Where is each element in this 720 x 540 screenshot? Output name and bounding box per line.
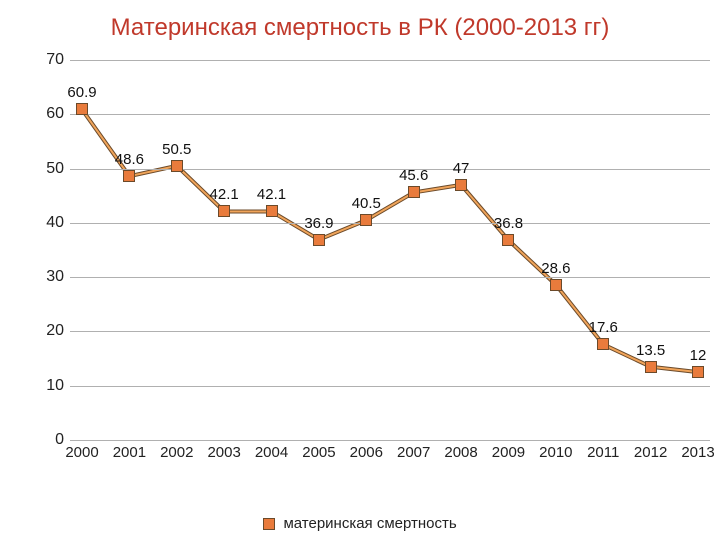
x-tick-label: 2007 (397, 444, 430, 461)
data-marker (266, 205, 278, 217)
legend: материнская смертность (0, 515, 720, 532)
data-marker (76, 103, 88, 115)
value-label: 47 (453, 160, 470, 177)
y-tick-label: 10 (36, 377, 64, 395)
x-tick-label: 2003 (207, 444, 240, 461)
x-tick-label: 2002 (160, 444, 193, 461)
value-label: 42.1 (210, 186, 239, 203)
gridline (70, 277, 710, 278)
value-label: 36.9 (304, 215, 333, 232)
data-marker (408, 186, 420, 198)
plot-area: 60.9 48.6 50.5 42.1 42.1 36.9 40.5 45.6 47 36.8 28… (70, 60, 710, 440)
x-tick-label: 2000 (65, 444, 98, 461)
y-tick-label: 70 (36, 51, 64, 69)
data-marker (123, 170, 135, 182)
gridline (70, 440, 710, 441)
y-tick-label: 20 (36, 322, 64, 340)
value-label: 17.6 (589, 319, 618, 336)
x-tick-label: 2010 (539, 444, 572, 461)
legend-swatch-icon (263, 518, 275, 530)
value-label: 12 (690, 347, 707, 364)
value-label: 13.5 (636, 342, 665, 359)
value-label: 36.8 (494, 215, 523, 232)
data-marker (218, 205, 230, 217)
x-tick-label: 2004 (255, 444, 288, 461)
x-tick-label: 2008 (444, 444, 477, 461)
data-marker (313, 234, 325, 246)
data-marker (171, 160, 183, 172)
y-tick-label: 40 (36, 214, 64, 232)
legend-label: материнская смертность (283, 515, 456, 532)
value-label: 50.5 (162, 141, 191, 158)
data-marker (455, 179, 467, 191)
x-tick-label: 2012 (634, 444, 667, 461)
x-tick-label: 2006 (350, 444, 383, 461)
data-marker (550, 279, 562, 291)
value-label: 45.6 (399, 167, 428, 184)
y-tick-label: 30 (36, 268, 64, 286)
x-tick-label: 2001 (113, 444, 146, 461)
data-marker (360, 214, 372, 226)
x-tick-label: 2013 (681, 444, 714, 461)
gridline (70, 169, 710, 170)
value-label: 28.6 (541, 260, 570, 277)
data-marker (597, 338, 609, 350)
value-label: 60.9 (67, 84, 96, 101)
gridline (70, 114, 710, 115)
gridline (70, 60, 710, 61)
x-tick-label: 2011 (587, 444, 619, 461)
x-tick-label: 2005 (302, 444, 335, 461)
value-label: 48.6 (115, 151, 144, 168)
line-series (70, 60, 710, 440)
y-tick-label: 50 (36, 160, 64, 178)
y-tick-label: 0 (36, 431, 64, 449)
value-label: 42.1 (257, 186, 286, 203)
data-marker (645, 361, 657, 373)
gridline (70, 386, 710, 387)
y-tick-label: 60 (36, 105, 64, 123)
chart-title: Материнская смертность в РК (2000-2013 г… (0, 0, 720, 42)
x-tick-label: 2009 (492, 444, 525, 461)
value-label: 40.5 (352, 195, 381, 212)
data-marker (692, 366, 704, 378)
chart-container: 60.9 48.6 50.5 42.1 42.1 36.9 40.5 45.6 47 36.8 28… (36, 60, 710, 480)
data-marker (502, 234, 514, 246)
gridline (70, 223, 710, 224)
